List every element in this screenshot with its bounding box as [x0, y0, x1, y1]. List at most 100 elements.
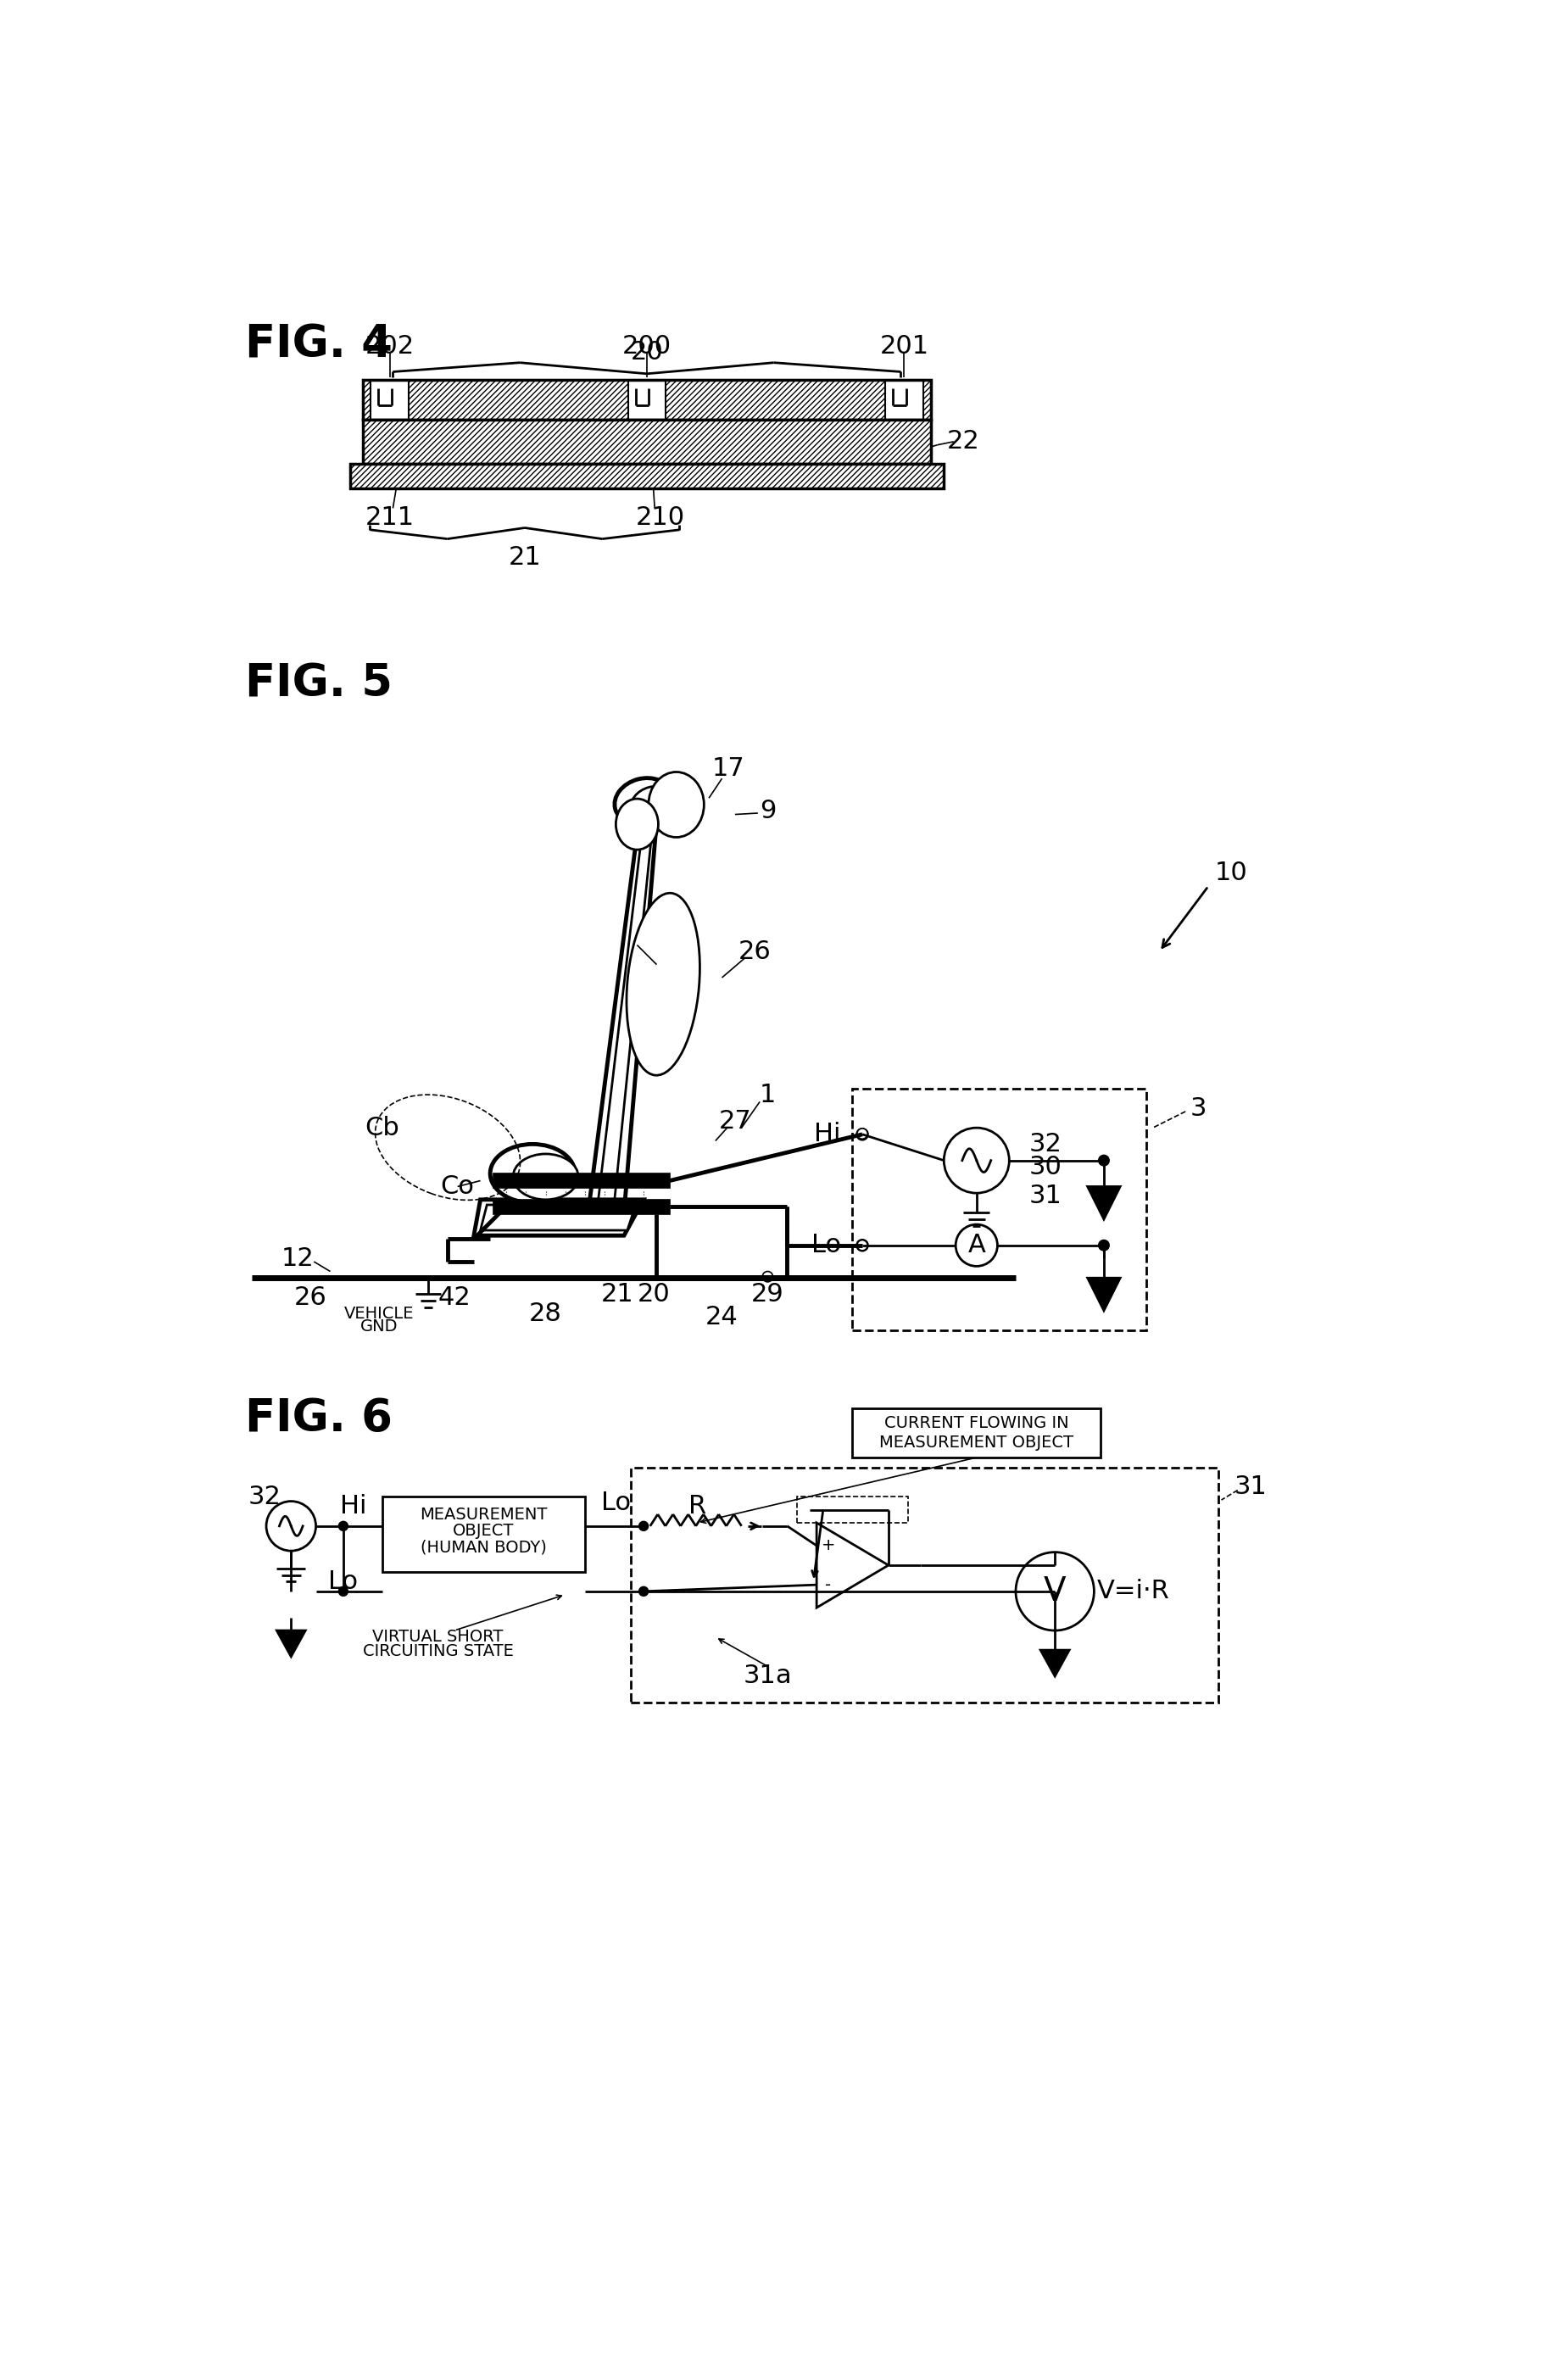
Text: 30: 30 — [1029, 1154, 1062, 1178]
Circle shape — [639, 1587, 648, 1597]
Text: 21: 21 — [509, 545, 542, 569]
Text: 17: 17 — [713, 757, 745, 781]
Text: 31: 31 — [1029, 1185, 1062, 1209]
Circle shape — [857, 1128, 868, 1140]
Text: FIG. 4: FIG. 4 — [246, 321, 393, 367]
Text: 32: 32 — [1029, 1133, 1062, 1157]
Bar — [371, 381, 409, 419]
Circle shape — [857, 1128, 868, 1140]
Bar — [885, 381, 922, 419]
Bar — [382, 1497, 584, 1571]
Text: 211: 211 — [365, 505, 415, 531]
Text: 32: 32 — [249, 1485, 282, 1509]
Circle shape — [1099, 1154, 1109, 1166]
Bar — [349, 464, 944, 488]
Text: VEHICLE: VEHICLE — [345, 1307, 413, 1321]
Polygon shape — [1087, 1188, 1120, 1219]
Polygon shape — [589, 821, 656, 1214]
Bar — [852, 1409, 1101, 1457]
Bar — [493, 1200, 670, 1214]
Text: FIG. 6: FIG. 6 — [246, 1397, 393, 1440]
Text: FIG. 5: FIG. 5 — [246, 662, 393, 707]
Text: 200: 200 — [622, 333, 672, 359]
Text: 20: 20 — [631, 340, 664, 364]
Text: 1: 1 — [760, 1083, 775, 1107]
Ellipse shape — [648, 771, 705, 838]
Bar — [363, 381, 930, 419]
Text: (HUMAN BODY): (HUMAN BODY) — [421, 1540, 547, 1557]
Circle shape — [1016, 1552, 1095, 1630]
Text: VIRTUAL SHORT: VIRTUAL SHORT — [373, 1628, 503, 1645]
Text: 21: 21 — [601, 1283, 634, 1307]
Polygon shape — [481, 1204, 636, 1230]
Text: Co: Co — [440, 1173, 474, 1200]
Text: A: A — [968, 1233, 985, 1257]
Circle shape — [338, 1521, 348, 1530]
Text: 26: 26 — [294, 1285, 327, 1309]
Text: MEASUREMENT OBJECT: MEASUREMENT OBJECT — [880, 1435, 1074, 1449]
Bar — [797, 1497, 908, 1523]
Bar — [349, 464, 944, 488]
Circle shape — [763, 1271, 774, 1283]
Ellipse shape — [615, 800, 658, 850]
Text: OBJECT: OBJECT — [453, 1523, 514, 1540]
Text: 31a: 31a — [744, 1664, 792, 1687]
Bar — [852, 1088, 1146, 1330]
Ellipse shape — [631, 785, 677, 823]
Text: 31: 31 — [1234, 1476, 1267, 1499]
Text: Lo: Lo — [811, 1233, 841, 1257]
Bar — [363, 419, 930, 464]
Text: 201: 201 — [880, 333, 929, 359]
Circle shape — [857, 1240, 868, 1250]
Circle shape — [857, 1240, 868, 1252]
Polygon shape — [474, 1200, 644, 1235]
Polygon shape — [1040, 1649, 1070, 1676]
Bar — [493, 1173, 670, 1188]
Polygon shape — [277, 1630, 305, 1656]
Ellipse shape — [626, 892, 700, 1076]
Text: GND: GND — [360, 1319, 398, 1335]
Text: 10: 10 — [1215, 862, 1248, 885]
Circle shape — [639, 1521, 648, 1530]
Text: 9: 9 — [760, 800, 775, 823]
Circle shape — [1099, 1240, 1109, 1250]
Ellipse shape — [514, 1154, 578, 1200]
Text: 12: 12 — [282, 1247, 315, 1271]
Text: 22: 22 — [947, 428, 980, 455]
Text: 202: 202 — [365, 333, 415, 359]
Text: -: - — [825, 1578, 832, 1592]
Polygon shape — [1087, 1278, 1120, 1311]
Text: 28: 28 — [529, 1302, 562, 1326]
Text: Hi: Hi — [814, 1121, 841, 1147]
Text: Hi: Hi — [340, 1495, 366, 1518]
Ellipse shape — [490, 1145, 575, 1202]
Bar — [363, 419, 930, 464]
Text: Cb: Cb — [365, 1116, 399, 1140]
Text: Lo: Lo — [329, 1568, 359, 1595]
Circle shape — [266, 1502, 316, 1552]
Text: Lo: Lo — [601, 1490, 631, 1516]
Text: V=i·R: V=i·R — [1096, 1578, 1170, 1604]
Text: 24: 24 — [706, 1304, 739, 1330]
Bar — [631, 1468, 1218, 1702]
Circle shape — [955, 1223, 998, 1266]
Text: 29: 29 — [752, 1283, 785, 1307]
Polygon shape — [598, 838, 651, 1202]
Text: +: + — [822, 1537, 835, 1554]
Circle shape — [338, 1587, 348, 1597]
Text: V: V — [1043, 1576, 1066, 1607]
Text: 42: 42 — [438, 1285, 471, 1309]
Ellipse shape — [614, 778, 672, 826]
Polygon shape — [816, 1523, 888, 1607]
Text: MEASUREMENT: MEASUREMENT — [420, 1507, 548, 1523]
Bar — [363, 381, 930, 419]
Bar — [628, 381, 666, 419]
Text: 3: 3 — [1190, 1095, 1207, 1121]
Text: R: R — [687, 1495, 706, 1518]
Text: 26: 26 — [738, 940, 770, 964]
Text: CIRCUITING STATE: CIRCUITING STATE — [363, 1642, 514, 1659]
Text: 27: 27 — [719, 1109, 752, 1133]
Text: CURRENT FLOWING IN: CURRENT FLOWING IN — [885, 1414, 1070, 1430]
Circle shape — [944, 1128, 1009, 1192]
Text: 210: 210 — [636, 505, 684, 531]
